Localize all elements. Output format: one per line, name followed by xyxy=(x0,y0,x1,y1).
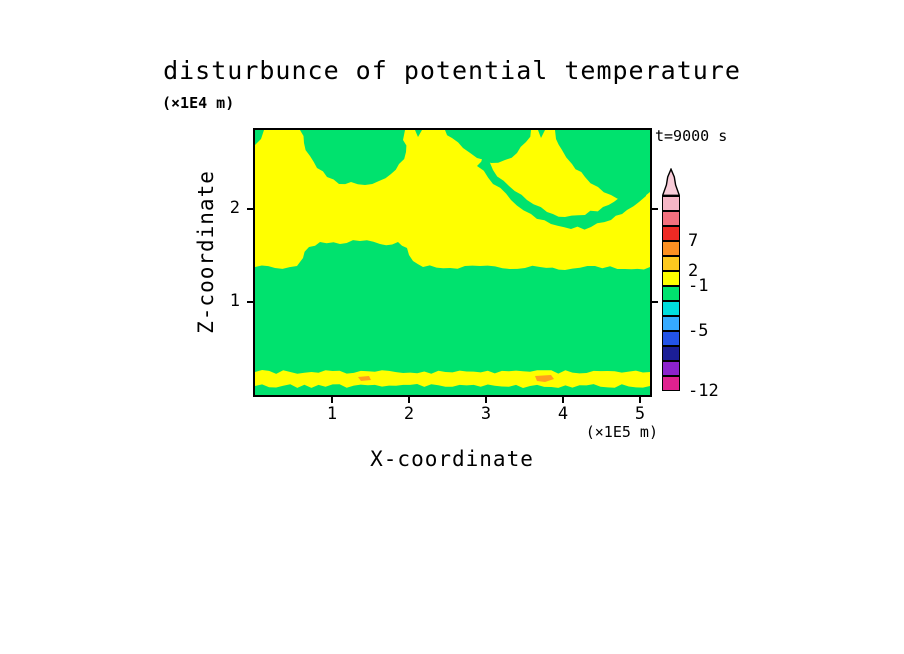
colorbar-divider xyxy=(662,360,680,362)
colorbar-segment-0 xyxy=(662,196,680,211)
colorbar-tick-label: -12 xyxy=(688,381,719,401)
x-axis-units: (×1E5 m) xyxy=(585,423,658,441)
colorbar-segment-7 xyxy=(662,301,680,316)
x-axis-tick-label: 3 xyxy=(480,404,492,424)
y-axis-tick xyxy=(247,301,253,303)
colorbar-segment-10 xyxy=(662,346,680,361)
time-annotation: t=9000 s xyxy=(655,127,728,145)
colorbar: 7 2 -1 -5 -12 xyxy=(662,168,719,401)
colorbar-divider xyxy=(662,345,680,347)
x-axis-tick-label: 2 xyxy=(403,404,415,424)
plot-title: disturbunce of potential temperature xyxy=(163,56,741,85)
y-axis-tick-right xyxy=(652,301,658,303)
colorbar-segment-2 xyxy=(662,226,680,241)
colorbar-tick-label: -5 xyxy=(688,321,709,341)
plot-frame xyxy=(253,128,652,397)
contour-region-green-intrusion-top-right xyxy=(555,130,650,199)
y-axis-units: (×1E4 m) xyxy=(162,94,235,112)
colorbar-segment-6 xyxy=(662,286,680,301)
x-axis-tick-label: 1 xyxy=(326,404,338,424)
contour-region-surface-speck-1 xyxy=(535,375,554,382)
colorbar-segment-12 xyxy=(662,376,680,391)
y-axis-tick xyxy=(247,208,253,210)
colorbar-divider xyxy=(662,300,680,302)
y-axis-tick-right xyxy=(652,208,658,210)
colorbar-segment-4 xyxy=(662,256,680,271)
colorbar-segment-11 xyxy=(662,361,680,376)
x-axis-tick xyxy=(331,397,333,403)
contour-region-green-intrusion-top-middle xyxy=(445,130,531,163)
contour-region-green-arc-band xyxy=(477,156,648,230)
colorbar-segment-5 xyxy=(662,271,680,286)
colorbar-divider xyxy=(662,285,680,287)
contour-region-near-surface-yellow-band xyxy=(255,370,650,388)
colorbar-divider xyxy=(662,315,680,317)
colorbar-tick-label: 7 xyxy=(688,231,699,251)
colorbar-arrow xyxy=(662,168,680,196)
colorbar-divider xyxy=(662,240,680,242)
colorbar-segment-8 xyxy=(662,316,680,331)
contour-region-green-intrusion-left xyxy=(300,130,407,185)
colorbar-divider xyxy=(662,255,680,257)
x-axis-tick xyxy=(639,397,641,403)
x-axis-tick xyxy=(408,397,410,403)
y-axis-tick-label: 2 xyxy=(229,198,240,219)
colorbar-divider xyxy=(662,225,680,227)
contour-region-surface-speck-2 xyxy=(358,376,371,381)
colorbar-border xyxy=(662,196,680,391)
y-axis-tick-label: 1 xyxy=(229,291,240,312)
x-axis-tick xyxy=(562,397,564,403)
colorbar-segment-1 xyxy=(662,211,680,226)
colorbar-tick-label: 2 xyxy=(688,261,699,281)
colorbar-divider xyxy=(662,270,680,272)
colorbar-divider xyxy=(662,375,680,377)
contour-region-top-edge-jag-2 xyxy=(538,130,545,138)
x-axis-tick xyxy=(485,397,487,403)
x-axis-label: X-coordinate xyxy=(370,447,534,471)
colorbar-divider xyxy=(662,210,680,212)
colorbar-tick-label: -1 xyxy=(688,276,709,296)
contour-region-green-corner-left xyxy=(255,130,264,145)
contour-region-top-edge-jag-1 xyxy=(415,130,422,137)
colorbar-divider xyxy=(662,330,680,332)
x-axis-tick-label: 5 xyxy=(634,404,646,424)
x-axis-tick-label: 4 xyxy=(557,404,569,424)
contour-field xyxy=(255,130,650,395)
colorbar-segment-9 xyxy=(662,331,680,346)
colorbar-segment-3 xyxy=(662,241,680,256)
